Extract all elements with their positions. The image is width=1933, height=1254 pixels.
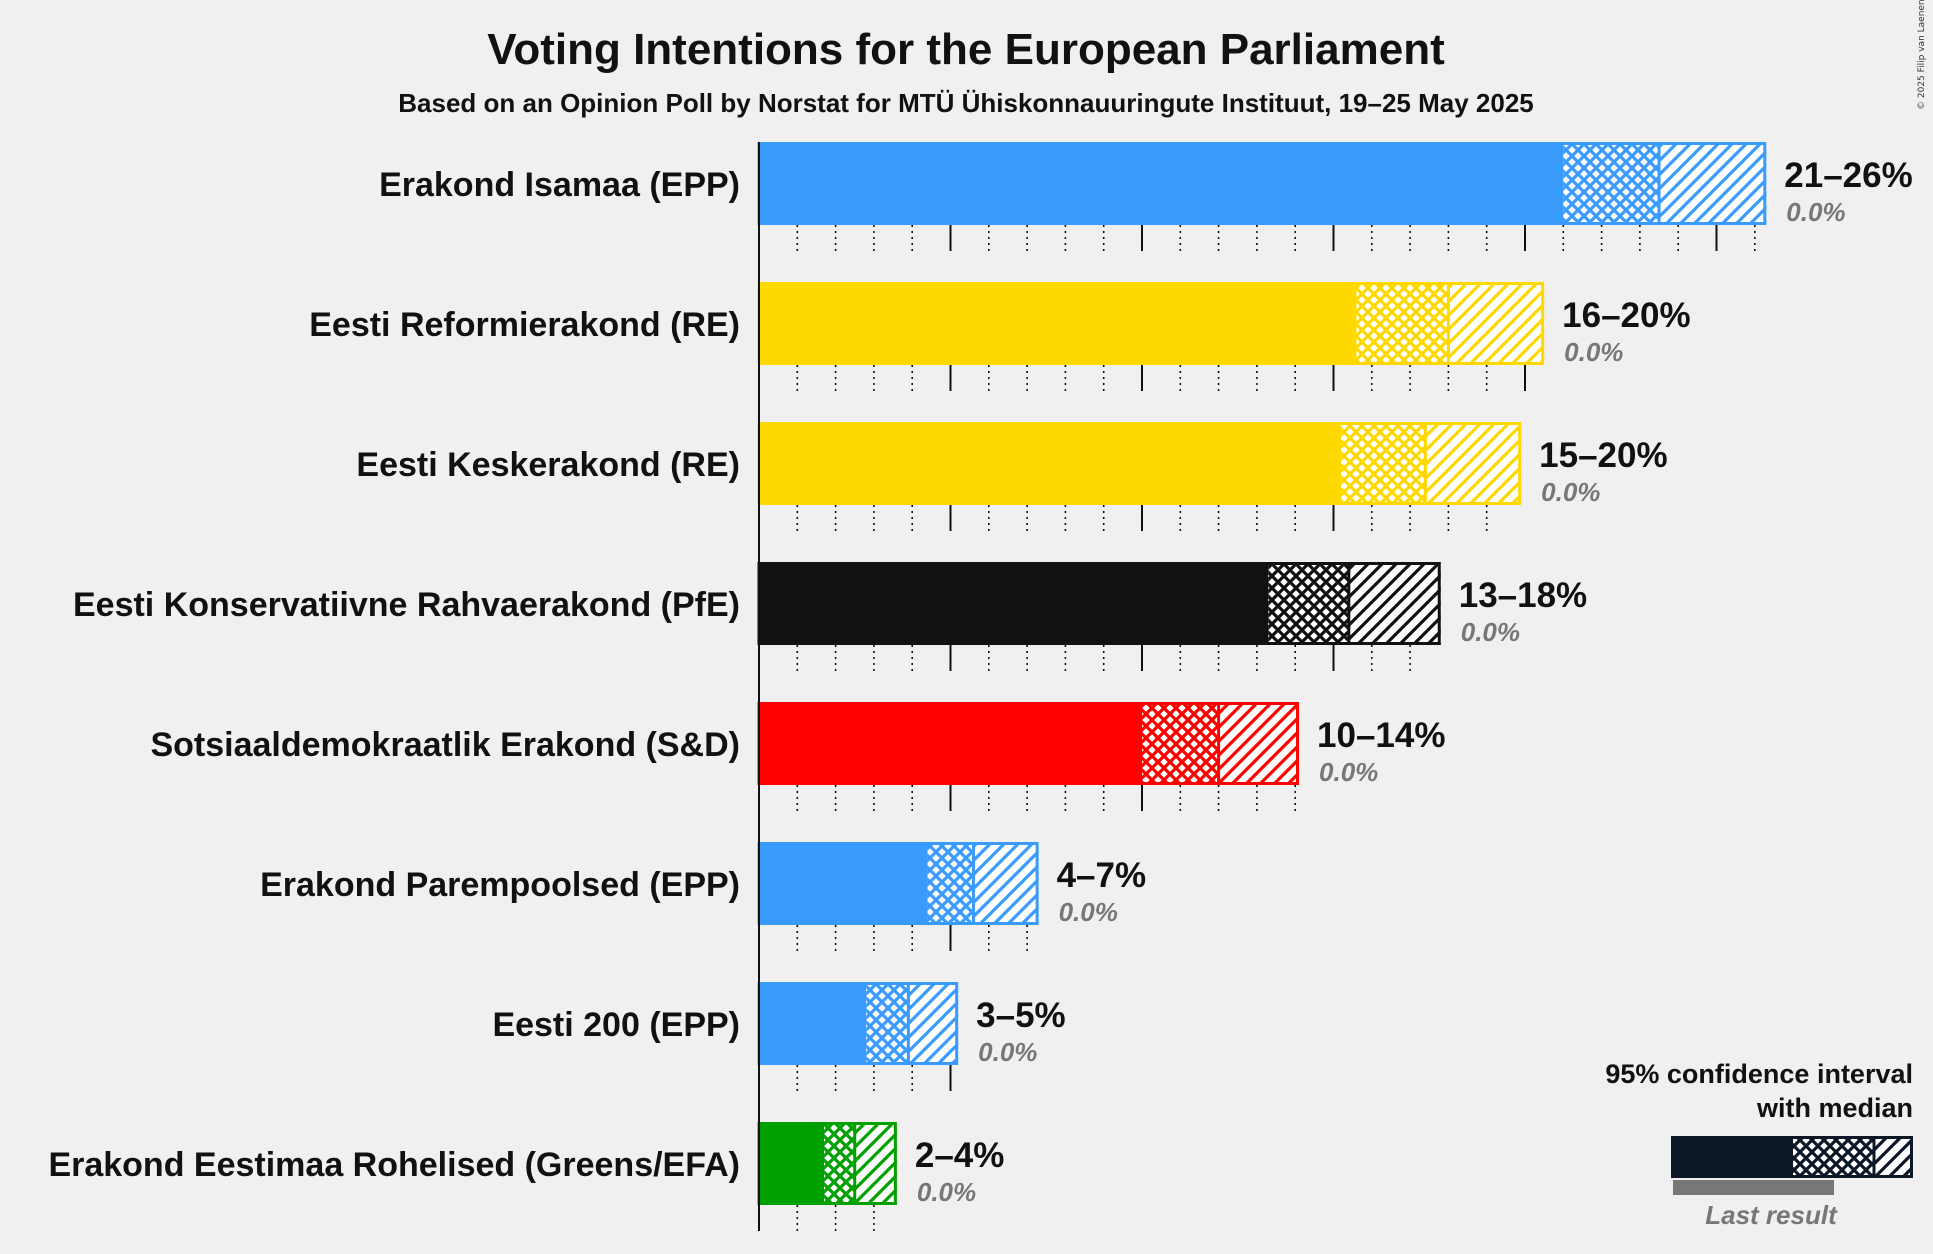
bar-ci-upper (1348, 562, 1441, 645)
bar-ci-upper (908, 982, 959, 1065)
bar-row: Erakond Parempoolsed (EPP) 4–7%0.0% (260, 842, 1146, 951)
bar-ci-lower (927, 842, 974, 925)
last-result-value: 0.0% (978, 1037, 1037, 1067)
last-result-value: 0.0% (917, 1177, 976, 1207)
party-label: Sotsiaaldemokraatlik Erakond (S&D) (150, 726, 740, 764)
bar-row: Eesti Konservatiivne Rahvaerakond (PfE) 1… (73, 562, 1587, 671)
legend-last-result-label: Last result (1705, 1200, 1838, 1230)
party-label: Erakond Isamaa (EPP) (379, 166, 740, 204)
party-label: Eesti Keskerakond (RE) (356, 446, 740, 484)
last-result-value: 0.0% (1541, 477, 1600, 507)
bar-ci-upper (973, 842, 1039, 925)
last-result-value: 0.0% (1786, 197, 1845, 227)
legend-title-line2: with median (1756, 1093, 1913, 1123)
bar-ci-upper (854, 1122, 897, 1205)
bar-row: Erakond Isamaa (EPP) 21–26%0.0% (379, 142, 1913, 251)
range-label: 3–5% (976, 996, 1066, 1035)
bar-ci-lower (866, 982, 909, 1065)
legend-last-result-bar (1673, 1180, 1834, 1195)
copyright: © 2025 Filip van Laenen (1917, 0, 1927, 110)
legend-ci-lower (1793, 1136, 1874, 1178)
bar-ci-upper (1659, 142, 1767, 225)
bar-solid (759, 842, 928, 925)
bar-ci-upper (1425, 422, 1522, 505)
legend-solid (1671, 1136, 1793, 1178)
range-label: 16–20% (1562, 296, 1690, 335)
last-result-value: 0.0% (1319, 757, 1378, 787)
bar-solid (759, 562, 1269, 645)
party-label: Eesti Konservatiivne Rahvaerakond (PfE) (73, 586, 740, 624)
chart-title: Voting Intentions for the European Parli… (487, 25, 1445, 74)
range-label: 2–4% (915, 1136, 1005, 1175)
bar-solid (759, 702, 1142, 785)
bar-ci-upper (1448, 282, 1545, 365)
bar-solid (759, 1122, 825, 1205)
party-label: Erakond Eestimaa Rohelised (Greens/EFA) (48, 1146, 740, 1184)
party-label: Eesti Reformierakond (RE) (309, 306, 740, 344)
party-label: Eesti 200 (EPP) (492, 1006, 740, 1044)
legend-ci-upper (1874, 1136, 1913, 1178)
bar-solid (759, 142, 1564, 225)
legend: 95% confidence interval with median Last… (1605, 1059, 1913, 1230)
range-label: 4–7% (1057, 856, 1147, 895)
bar-ci-lower (1563, 142, 1660, 225)
bar-row: Eesti 200 (EPP) 3–5%0.0% (492, 982, 1066, 1091)
last-result-value: 0.0% (1059, 897, 1118, 927)
bar-ci-lower (824, 1122, 855, 1205)
bar-rows: Erakond Isamaa (EPP) 21–26%0.0%Eesti Refo… (48, 142, 1913, 1231)
range-label: 13–18% (1459, 576, 1587, 615)
bar-row: Erakond Eestimaa Rohelised (Greens/EFA) 2… (48, 1122, 1004, 1231)
bar-ci-lower (1268, 562, 1349, 645)
bar-solid (759, 282, 1357, 365)
range-label: 15–20% (1539, 436, 1667, 475)
bar-row: Sotsiaaldemokraatlik Erakond (S&D) 10–14%… (150, 702, 1445, 811)
legend-border (1671, 1136, 1913, 1178)
bar-solid (759, 422, 1342, 505)
bar-row: Eesti Reformierakond (RE) 16–20%0.0% (309, 282, 1691, 391)
bar-row: Eesti Keskerakond (RE) 15–20%0.0% (356, 422, 1668, 531)
bar-solid (759, 982, 867, 1065)
bar-ci-upper (1218, 702, 1300, 785)
range-label: 21–26% (1784, 156, 1912, 195)
range-label: 10–14% (1317, 716, 1445, 755)
party-label: Erakond Parempoolsed (EPP) (260, 866, 740, 904)
last-result-value: 0.0% (1564, 337, 1623, 367)
legend-title-line1: 95% confidence interval (1605, 1059, 1913, 1089)
bar-ci-lower (1356, 282, 1449, 365)
bar-ci-lower (1341, 422, 1426, 505)
bar-ci-lower (1142, 702, 1219, 785)
chart-subtitle: Based on an Opinion Poll by Norstat for … (398, 88, 1534, 118)
last-result-value: 0.0% (1461, 617, 1520, 647)
